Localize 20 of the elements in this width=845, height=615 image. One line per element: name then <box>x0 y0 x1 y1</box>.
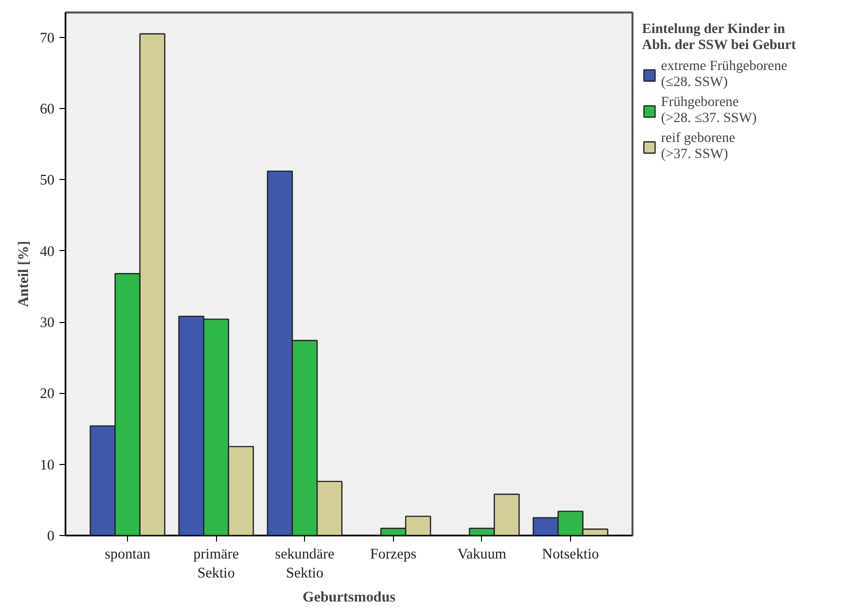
y-tick-label: 30 <box>40 315 54 332</box>
x-tick-label: Vakuum <box>457 546 507 562</box>
legend-label: Frühgeborene (>28. ≤37. SSW) <box>661 95 757 127</box>
y-tick-label: 0 <box>47 528 54 544</box>
legend-title: Eintelung der Kinder in Abh. der SSW bei Geburt <box>642 22 796 54</box>
x-tick-label: sekundäre Sektio <box>274 546 334 582</box>
y-tick-label: 50 <box>40 172 54 189</box>
y-axis-title: Anteil [%] <box>16 240 32 308</box>
y-tick-label: 40 <box>40 244 54 260</box>
x-tick-label: Forzeps <box>370 546 417 562</box>
y-tick-label: 70 <box>40 30 54 46</box>
x-tick-label: primäre Sektio <box>193 546 239 582</box>
x-tick-label: Notsektio <box>542 546 599 562</box>
legend-label: extreme Frühgeborene (≤28. SSW) <box>661 59 788 91</box>
y-tick-label: 20 <box>40 386 54 402</box>
x-tick-label: spontan <box>104 546 151 562</box>
legend-label: reif geborene (>37. SSW) <box>661 131 736 163</box>
y-tick-label: 10 <box>40 457 54 474</box>
y-tick-label: 60 <box>40 102 54 118</box>
x-axis-title: Geburtsmodus <box>302 590 396 606</box>
